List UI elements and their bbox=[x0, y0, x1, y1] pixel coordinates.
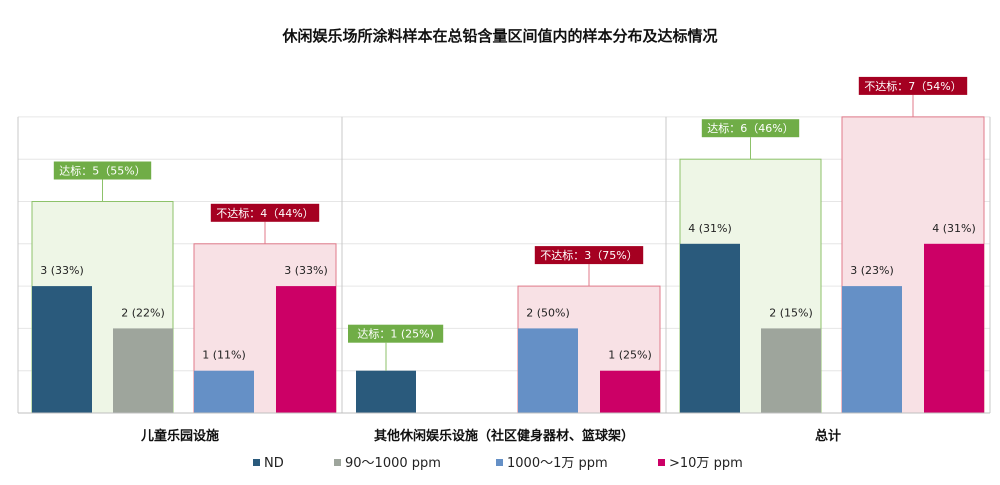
bar bbox=[113, 328, 173, 413]
bar-value-label: 1 (11%) bbox=[202, 349, 246, 362]
legend-swatch bbox=[496, 459, 503, 466]
pass-label: 达标：1 (25%) bbox=[357, 327, 434, 341]
legend-label: 1000～1万 ppm bbox=[507, 456, 608, 471]
pass-label: 达标：5（55%） bbox=[59, 164, 145, 178]
bar-value-label: 3 (33%) bbox=[40, 264, 84, 277]
fail-label: 不达标：4（44%） bbox=[216, 206, 313, 220]
x-tick-label: 总计 bbox=[815, 428, 841, 444]
bar-value-label: 1 (25%) bbox=[608, 349, 652, 362]
legend-label: ND bbox=[264, 456, 284, 471]
pass-label-box bbox=[701, 119, 800, 138]
x-tick-label: 其他休闲娱乐设施（社区健身器材、篮球架） bbox=[374, 428, 634, 444]
bar-value-label: 4 (31%) bbox=[688, 222, 732, 235]
x-axis: 儿童乐园设施 其他休闲娱乐设施（社区健身器材、篮球架） 总计 bbox=[18, 412, 990, 444]
bar-value-label: 2 (50%) bbox=[526, 306, 570, 319]
bar bbox=[194, 370, 254, 413]
bar bbox=[356, 370, 416, 413]
group-boxes bbox=[31, 116, 985, 414]
bar-value-label: 3 (33%) bbox=[284, 264, 328, 277]
chart-title: 休闲娱乐场所涂料样本在总铅含量区间值内的样本分布及达标情况 bbox=[281, 27, 717, 45]
bar bbox=[32, 286, 92, 413]
fail-label: 不达标：7（54%） bbox=[864, 79, 961, 93]
bar bbox=[924, 243, 984, 413]
bars bbox=[32, 243, 984, 413]
legend-swatch bbox=[658, 459, 665, 466]
fail-label-box bbox=[210, 203, 320, 222]
legend: ND 90～1000 ppm 1000～1万 ppm >10万 ppm bbox=[253, 456, 743, 471]
legend-label: >10万 ppm bbox=[669, 456, 743, 471]
gridlines bbox=[17, 116, 991, 413]
bar bbox=[600, 370, 660, 413]
bar bbox=[518, 328, 578, 413]
pass-label-box bbox=[348, 324, 444, 343]
legend-swatch bbox=[253, 459, 260, 466]
bar-value-label: 3 (23%) bbox=[850, 264, 894, 277]
legend-label: 90～1000 ppm bbox=[345, 456, 441, 471]
fail-label-box bbox=[534, 246, 644, 265]
bar bbox=[761, 328, 821, 413]
bar bbox=[276, 286, 336, 413]
bar bbox=[842, 286, 902, 413]
legend-swatch bbox=[334, 459, 341, 466]
fail-label-box bbox=[858, 76, 968, 95]
bar-value-label: 4 (31%) bbox=[932, 222, 976, 235]
pass-label-box bbox=[53, 161, 152, 180]
fail-label: 不达标：3（75%） bbox=[540, 248, 637, 262]
data-labels: 达标：5（55%） 不达标：4（44%） 3 (33%) 2 (22%) 1 (11%)… bbox=[40, 76, 976, 371]
pass-label: 达标：6（46%） bbox=[707, 121, 793, 135]
bar bbox=[680, 243, 740, 413]
bar-value-label: 2 (22%) bbox=[121, 306, 165, 319]
x-tick-label: 儿童乐园设施 bbox=[140, 428, 219, 444]
bar-value-label: 2 (15%) bbox=[769, 306, 813, 319]
